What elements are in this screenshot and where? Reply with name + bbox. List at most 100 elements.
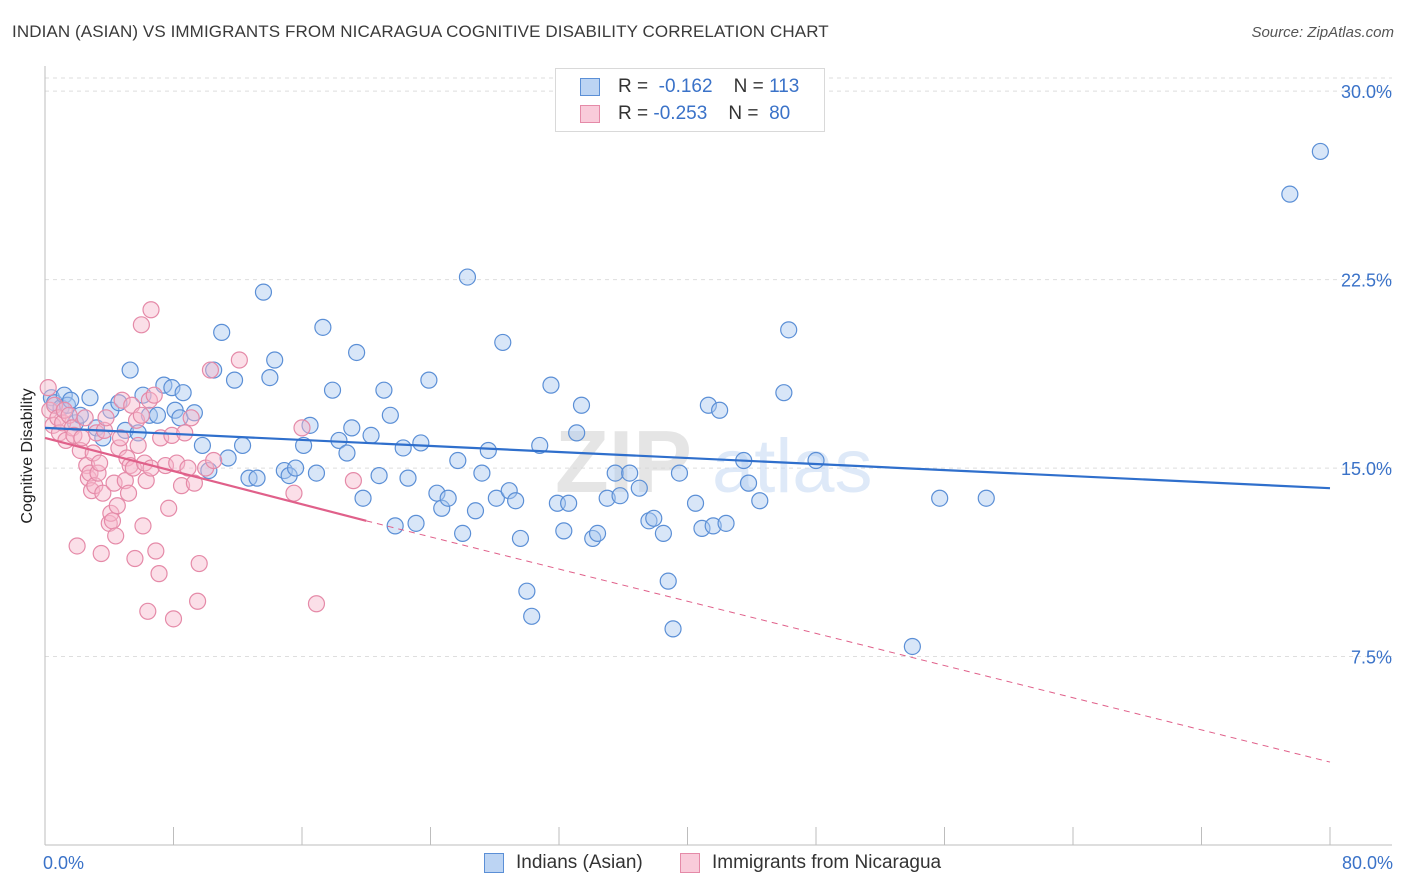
indian-point — [640, 512, 658, 530]
indian-point — [381, 406, 399, 424]
indian-point — [775, 384, 793, 402]
nicaragua-point — [139, 602, 157, 620]
indian-point — [295, 436, 313, 455]
indian-point — [686, 494, 705, 512]
indian-point — [433, 499, 451, 517]
indian-point — [588, 524, 607, 543]
nicaragua-point — [160, 499, 178, 517]
indian-point — [807, 451, 825, 470]
nicaragua-point — [55, 401, 73, 419]
indian-point — [699, 396, 717, 414]
indian-point — [751, 492, 769, 510]
indian-point — [645, 509, 663, 527]
indian-point — [185, 404, 203, 422]
indian-point — [348, 343, 366, 362]
nicaragua-point — [132, 406, 150, 424]
indian-point — [248, 469, 266, 487]
nicaragua-point — [188, 592, 207, 610]
nicaragua-point — [163, 426, 181, 444]
indian-point — [1311, 142, 1329, 161]
nicaragua-point — [94, 484, 112, 502]
legend-swatch-blue — [484, 853, 504, 873]
legend-n-label: N = — [728, 103, 759, 124]
indian-point — [568, 424, 586, 442]
indian-point — [670, 464, 689, 482]
indian-point — [370, 467, 388, 485]
indian-point — [407, 514, 425, 532]
indian-point — [931, 489, 949, 507]
axes — [44, 66, 1392, 846]
grid-lines — [45, 77, 1392, 658]
indian-point — [500, 482, 518, 500]
legend-r-value: -0.253 — [653, 103, 708, 124]
indian-point — [121, 361, 139, 379]
legend-item-indians[interactable]: Indians (Asian) — [484, 852, 643, 874]
nicaragua-point — [111, 429, 130, 447]
indian-point — [261, 369, 279, 387]
nicaragua-point — [73, 429, 91, 447]
indian-point — [314, 318, 332, 336]
indian-point — [394, 439, 412, 457]
legend-item-nicaragua[interactable]: Immigrants from Nicaragua — [680, 852, 941, 874]
nicaragua-point — [39, 379, 57, 397]
indian-point — [174, 384, 192, 402]
nicaragua-point — [108, 497, 126, 515]
indian-point — [338, 444, 356, 462]
indian-point — [511, 529, 530, 548]
indian-point — [193, 436, 212, 455]
nicaragua-point — [293, 419, 311, 437]
indian-point — [343, 419, 361, 437]
nicaragua-point — [91, 454, 109, 472]
nicaragua-point — [107, 527, 125, 545]
indian-point — [584, 529, 602, 548]
indian-point — [494, 333, 512, 352]
indian-point — [704, 517, 722, 535]
indian-point — [664, 620, 682, 638]
nicaragua-point — [46, 396, 64, 414]
indian-point — [266, 351, 284, 369]
legend-r-value: -0.162 — [658, 76, 713, 97]
legend-row-indians: R = -0.162 N = 113 — [580, 75, 799, 99]
indian-point — [219, 449, 237, 467]
x-tick-label: 80.0% — [1342, 853, 1393, 873]
indian-point — [323, 381, 342, 399]
nicaragua-point — [126, 549, 144, 568]
nicaragua-point — [132, 316, 150, 334]
indian-point — [458, 268, 477, 286]
legend-label: Immigrants from Nicaragua — [712, 852, 942, 873]
legend-swatch-pink — [580, 105, 600, 123]
indian-point — [399, 469, 417, 487]
indian-point — [449, 451, 467, 470]
indian-point — [659, 572, 677, 590]
indian-point — [598, 489, 616, 507]
nicaragua-point — [82, 482, 101, 500]
indian-point — [412, 434, 430, 452]
nicaragua-point — [103, 512, 122, 530]
nicaragua-point — [150, 565, 168, 583]
legend-r-label: R = — [618, 76, 649, 97]
indian-point — [903, 637, 921, 656]
nicaragua-point — [190, 554, 208, 573]
y-tick-label: 30.0% — [1341, 82, 1392, 102]
nicaragua-trend-extension — [366, 520, 1331, 763]
indian-point — [307, 464, 326, 482]
nicaragua-point — [140, 391, 159, 409]
indian-point — [572, 396, 591, 414]
indian-point — [479, 441, 497, 460]
legend-label: Indians (Asian) — [516, 852, 643, 873]
nicaragua-point — [185, 474, 203, 492]
tick-labels: 7.5% 15.0% 22.5% 30.0% 0.0% 80.0% — [43, 82, 1393, 873]
nicaragua-point — [230, 351, 248, 369]
nicaragua-point — [105, 474, 123, 492]
indian-point — [110, 394, 128, 412]
legend-n-value: 80 — [769, 103, 791, 124]
indian-point — [466, 502, 485, 520]
indian-trend-line — [44, 426, 1331, 490]
nicaragua-point — [164, 610, 183, 628]
legend-n-label: N = — [733, 76, 764, 97]
legend-swatch-blue — [580, 78, 600, 96]
nicaragua-point — [307, 595, 326, 613]
nicaragua-point — [119, 484, 138, 502]
indian-point — [473, 464, 491, 482]
indian-point — [654, 524, 673, 543]
